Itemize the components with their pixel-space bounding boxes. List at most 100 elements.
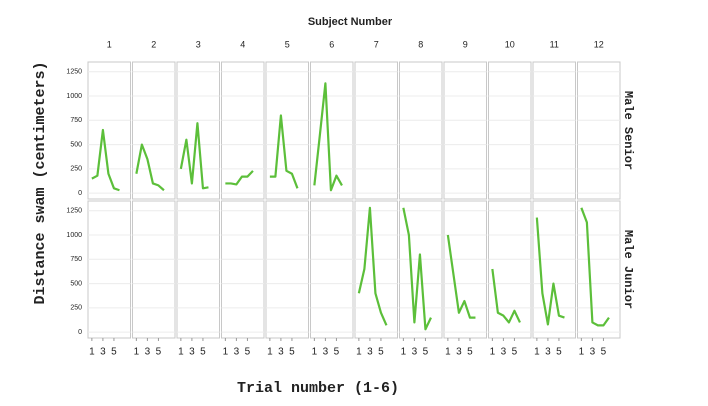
panel [532, 200, 576, 339]
panel [443, 200, 487, 339]
subject-label: 8 [418, 39, 423, 49]
data-line [179, 122, 209, 190]
x-tick-label: 3 [456, 347, 462, 358]
x-tick-label: 3 [278, 347, 284, 358]
x-tick-label: 3 [412, 347, 418, 358]
subject-label: 4 [240, 39, 245, 49]
x-tick-label: 5 [423, 347, 429, 358]
x-tick-label: 1 [223, 347, 229, 358]
row-label: Male Senior [621, 91, 635, 170]
subject-label: 6 [329, 39, 334, 49]
x-tick-label: 1 [356, 347, 362, 358]
panel [132, 200, 176, 339]
x-tick-label: 5 [601, 347, 607, 358]
x-tick-label: 5 [334, 347, 340, 358]
chart-title: Subject Number [308, 16, 393, 28]
panel [488, 200, 532, 339]
data-line [357, 206, 388, 326]
panel [443, 61, 487, 200]
y-tick-label: 750 [70, 256, 82, 263]
x-tick-label: 5 [378, 347, 384, 358]
data-line [491, 268, 521, 324]
panel [577, 61, 621, 200]
x-tick-label: 1 [445, 347, 451, 358]
subject-label: 1 [107, 39, 112, 49]
x-tick-label: 5 [556, 347, 562, 358]
y-tick-label: 500 [70, 280, 82, 287]
data-line [135, 143, 165, 192]
x-tick-label: 3 [590, 347, 596, 358]
x-tick-label: 5 [111, 347, 117, 358]
subject-label: 11 [550, 39, 559, 49]
y-tick-label: 250 [70, 166, 82, 173]
x-tick-label: 1 [267, 347, 273, 358]
x-tick-label: 3 [234, 347, 240, 358]
panel [354, 61, 398, 200]
x-tick-label: 5 [156, 347, 162, 358]
panel [221, 61, 265, 200]
subject-label: 10 [505, 39, 515, 49]
x-tick-label: 3 [545, 347, 551, 358]
panel [265, 61, 309, 200]
y-tick-label: 1250 [66, 69, 82, 76]
x-tick-label: 5 [512, 347, 518, 358]
x-tick-label: 3 [367, 347, 373, 358]
data-line [446, 234, 476, 319]
x-tick-label: 5 [467, 347, 473, 358]
x-tick-label: 1 [579, 347, 585, 358]
subject-label: 2 [151, 39, 156, 49]
y-tick-label: 250 [70, 305, 82, 312]
panel [87, 200, 131, 339]
x-tick-label: 3 [323, 347, 329, 358]
panel [488, 61, 532, 200]
x-tick-label: 5 [200, 347, 206, 358]
subject-label: 7 [374, 39, 379, 49]
x-tick-label: 3 [100, 347, 106, 358]
row-label: Male Junior [621, 230, 635, 309]
data-line [580, 207, 610, 327]
subject-label: 3 [196, 39, 201, 49]
data-line [402, 207, 432, 331]
x-tick-label: 3 [501, 347, 507, 358]
x-tick-label: 3 [189, 347, 195, 358]
data-line [535, 217, 565, 326]
y-tick-label: 0 [78, 329, 82, 336]
subject-label: 5 [285, 39, 290, 49]
subject-label: 9 [463, 39, 468, 49]
data-line [91, 128, 120, 192]
x-tick-label: 1 [534, 347, 540, 358]
data-line [225, 170, 254, 186]
panel [532, 61, 576, 200]
x-tick-label: 1 [490, 347, 496, 358]
panel [310, 61, 354, 200]
y-tick-label: 500 [70, 141, 82, 148]
x-tick-label: 1 [178, 347, 184, 358]
data-line [313, 82, 343, 192]
panel [577, 200, 621, 339]
panel [310, 200, 354, 339]
data-line [269, 114, 299, 189]
x-tick-label: 1 [89, 347, 95, 358]
panel [354, 200, 398, 339]
panel [399, 61, 443, 200]
x-tick-label: 1 [312, 347, 318, 358]
x-tick-label: 3 [145, 347, 151, 358]
y-axis-label: Distance swam (centimeters) [32, 61, 49, 304]
y-tick-label: 1000 [66, 232, 82, 239]
panel [132, 61, 176, 200]
x-tick-label: 5 [245, 347, 251, 358]
y-tick-label: 1250 [66, 208, 82, 215]
x-tick-label: 5 [289, 347, 295, 358]
panel [221, 200, 265, 339]
x-tick-label: 1 [401, 347, 407, 358]
panel [265, 200, 309, 339]
y-tick-label: 750 [70, 117, 82, 124]
x-tick-label: 1 [134, 347, 140, 358]
x-axis-label: Trial number (1-6) [237, 380, 399, 397]
y-tick-label: 0 [78, 190, 82, 197]
subject-label: 12 [594, 39, 604, 49]
panel [176, 200, 220, 339]
y-tick-label: 1000 [66, 93, 82, 100]
